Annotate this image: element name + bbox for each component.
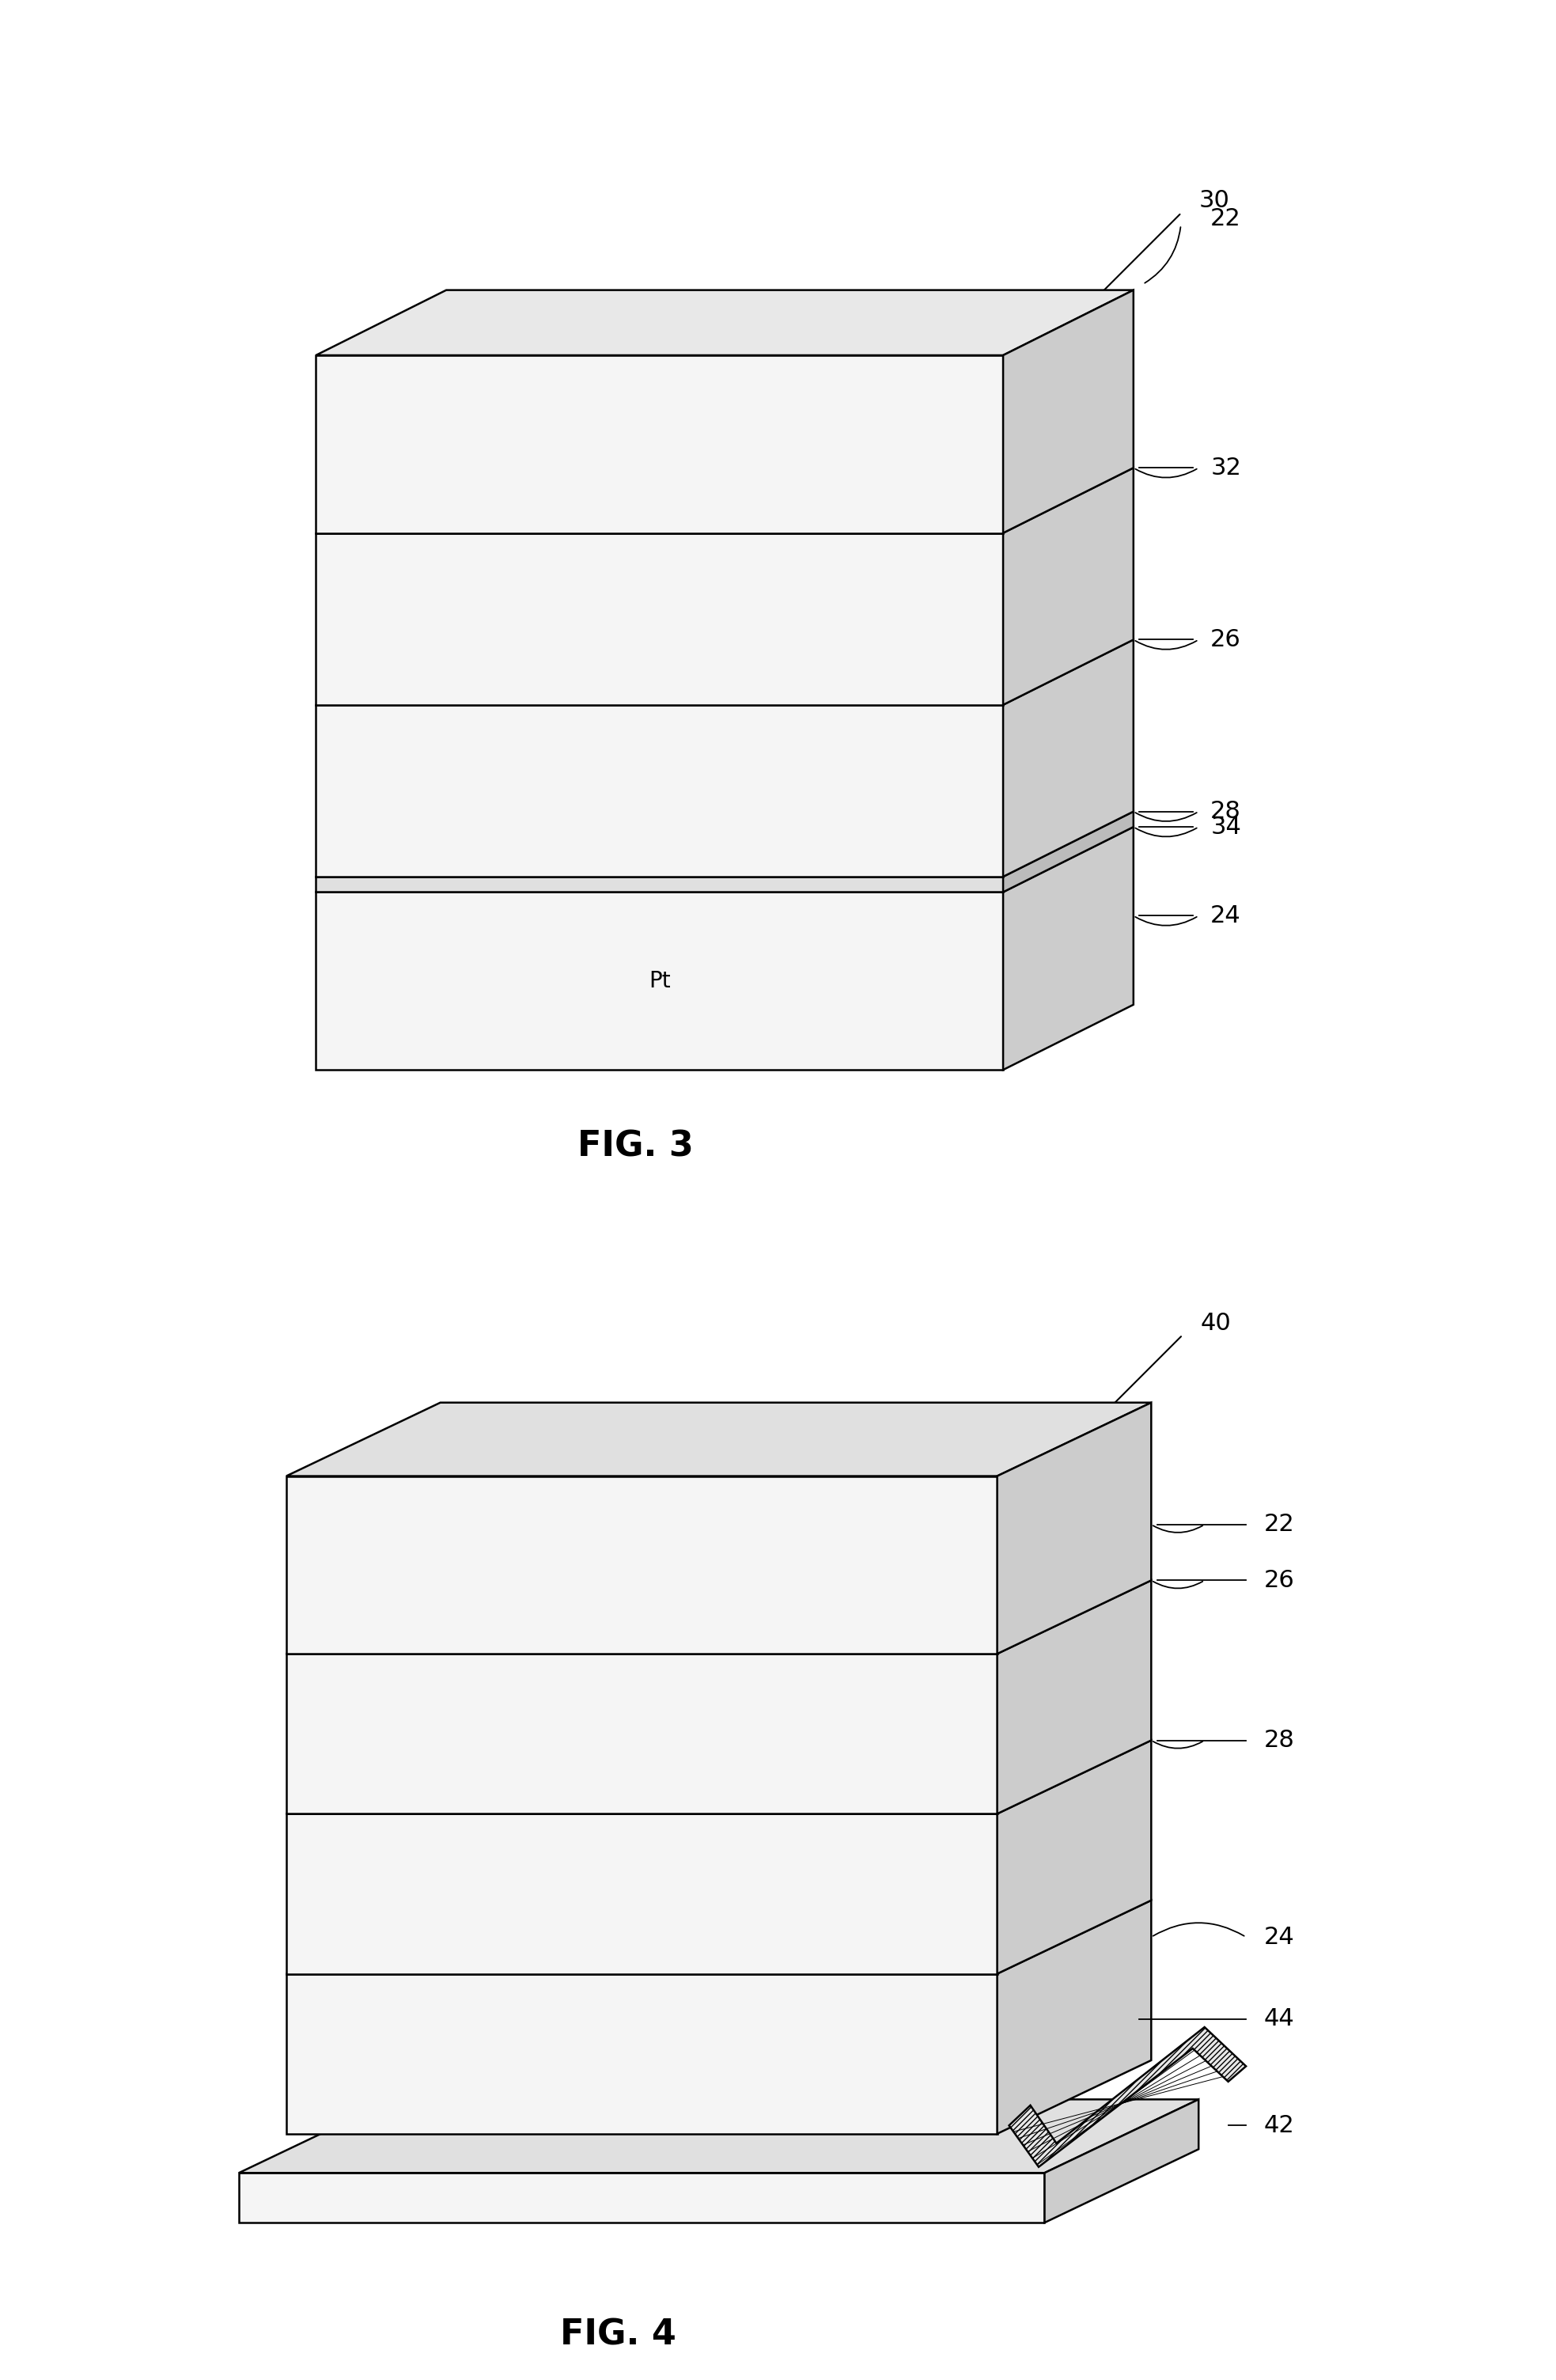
Polygon shape [286, 1580, 1151, 1654]
Polygon shape [1004, 640, 1133, 876]
Polygon shape [316, 812, 1133, 876]
Polygon shape [316, 290, 1133, 355]
Text: 22: 22 [1263, 1514, 1295, 1535]
Text: 34: 34 [1211, 816, 1242, 838]
Text: Doped TiO$_2$: Doped TiO$_2$ [598, 607, 722, 631]
Text: 40: 40 [1200, 1311, 1231, 1335]
Text: FIG. 4: FIG. 4 [560, 2318, 677, 2351]
Polygon shape [316, 355, 1004, 533]
Text: 28: 28 [1211, 800, 1242, 823]
Polygon shape [1004, 469, 1133, 704]
Text: Pt: Pt [649, 433, 671, 455]
Text: 24: 24 [1263, 1925, 1295, 1949]
Text: 42: 42 [1263, 2113, 1295, 2137]
Polygon shape [1004, 812, 1133, 892]
Polygon shape [286, 1899, 1151, 1973]
Polygon shape [286, 1654, 997, 1814]
Polygon shape [1004, 290, 1133, 533]
Polygon shape [286, 1814, 997, 1973]
Polygon shape [286, 1402, 1151, 1476]
Text: Doped TiO$_2$-x: Doped TiO$_2$-x [585, 778, 733, 804]
Text: 26: 26 [1211, 628, 1242, 652]
Polygon shape [316, 640, 1133, 704]
Polygon shape [1004, 826, 1133, 1071]
Text: 30: 30 [1200, 190, 1229, 212]
Text: FIG. 3: FIG. 3 [577, 1130, 694, 1164]
Polygon shape [316, 704, 1004, 876]
Polygon shape [1008, 2028, 1246, 2166]
Polygon shape [1044, 2099, 1198, 2223]
Polygon shape [316, 876, 1004, 892]
Text: 26: 26 [1263, 1568, 1295, 1592]
Polygon shape [316, 533, 1004, 704]
Text: 32: 32 [1211, 457, 1242, 478]
Polygon shape [316, 469, 1133, 533]
Polygon shape [316, 826, 1133, 892]
Text: 28: 28 [1263, 1728, 1295, 1752]
Polygon shape [240, 2173, 1044, 2223]
Text: 44: 44 [1263, 2006, 1295, 2030]
Polygon shape [286, 1740, 1151, 1814]
Text: 22: 22 [1211, 207, 1242, 231]
Polygon shape [286, 1476, 997, 1654]
Polygon shape [997, 1899, 1151, 2135]
Polygon shape [997, 1402, 1151, 1654]
Text: Pt: Pt [649, 971, 671, 992]
Polygon shape [997, 1580, 1151, 1814]
Polygon shape [286, 1973, 997, 2135]
Polygon shape [240, 2099, 1198, 2173]
Polygon shape [316, 892, 1004, 1071]
Text: 24: 24 [1211, 904, 1242, 928]
Polygon shape [997, 1740, 1151, 1973]
